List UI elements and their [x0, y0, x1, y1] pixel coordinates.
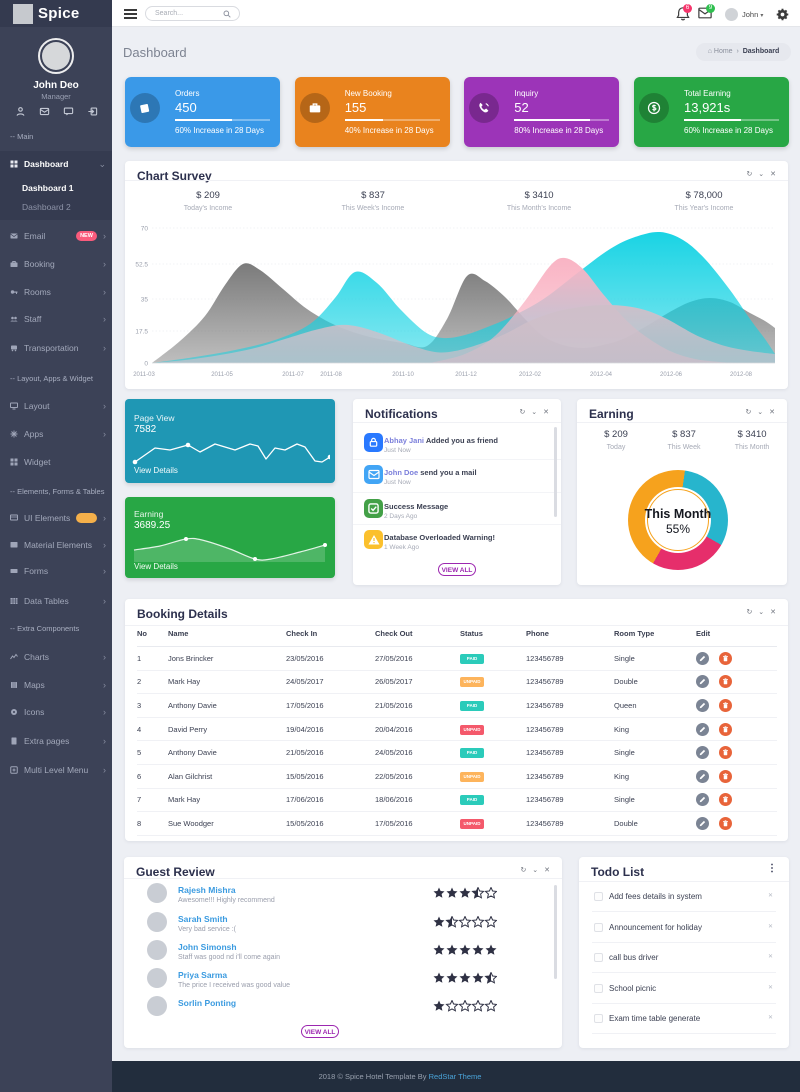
svg-text:2011-08: 2011-08 [320, 372, 342, 378]
svg-text:2011-10: 2011-10 [392, 372, 414, 378]
svg-text:70: 70 [141, 226, 149, 233]
svg-text:2011-12: 2011-12 [455, 372, 477, 378]
svg-text:2012-06: 2012-06 [660, 372, 683, 378]
svg-text:0: 0 [144, 361, 148, 368]
svg-text:17.5: 17.5 [135, 329, 148, 336]
svg-text:2012-08: 2012-08 [730, 372, 753, 378]
svg-text:35: 35 [141, 297, 149, 304]
svg-text:2012-04: 2012-04 [590, 372, 613, 378]
svg-text:2012-02: 2012-02 [519, 372, 542, 378]
svg-text:52.5: 52.5 [135, 262, 148, 269]
svg-text:2011-05: 2011-05 [211, 372, 233, 378]
svg-text:2011-07: 2011-07 [282, 372, 304, 378]
svg-text:2011-03: 2011-03 [133, 372, 155, 378]
